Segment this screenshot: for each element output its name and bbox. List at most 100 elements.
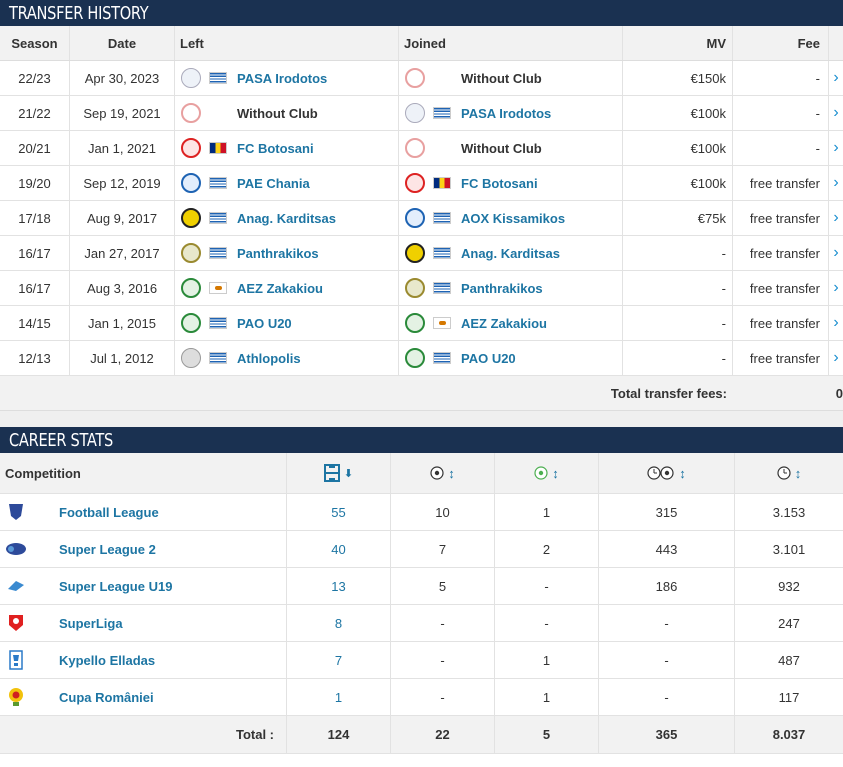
career-stats-row: Cupa României 1 - 1 - 117 [0,679,843,716]
club-crest-icon[interactable] [405,243,425,263]
joined-club-cell: FC Botosani [399,166,623,200]
assists-cell: - [495,568,599,604]
competition-link[interactable]: Cupa României [59,689,154,705]
mv-cell: €150k [623,61,733,95]
joined-club-link[interactable]: AEZ Zakakiou [461,315,547,331]
chevron-right-icon[interactable]: › [833,69,839,86]
joined-club-link[interactable]: FC Botosani [461,175,538,191]
left-club-link[interactable]: Panthrakikos [237,245,319,261]
appearances-header[interactable]: ⬇ [287,453,391,493]
competition-link[interactable]: Super League U19 [59,578,173,594]
date-cell: Jul 1, 2012 [70,341,175,375]
mv-cell: - [623,341,733,375]
chevron-right-icon[interactable]: › [833,209,839,226]
without-club-icon[interactable] [405,138,425,158]
club-crest-icon[interactable] [181,243,201,263]
apps-cell[interactable]: 8 [287,605,391,641]
joined-club-link[interactable]: PASA Irodotos [461,105,552,121]
super-league-2-icon [5,539,27,559]
fee-cell: free transfer [733,341,829,375]
date-cell: Jan 1, 2021 [70,131,175,165]
goals-header[interactable]: ↕ [391,453,495,493]
left-club-link[interactable]: Anag. Karditsas [237,210,336,226]
transfer-row[interactable]: 16/17 Aug 3, 2016 AEZ Zakakiou Panthraki… [0,271,843,306]
transfer-row[interactable]: 14/15 Jan 1, 2015 PAO U20 AEZ Zakakiou -… [0,306,843,341]
season-cell: 19/20 [0,166,70,200]
transfer-row[interactable]: 12/13 Jul 1, 2012 Athlopolis PAO U20 - f… [0,341,843,376]
transfer-row[interactable]: 22/23 Apr 30, 2023 PASA Irodotos Without… [0,61,843,96]
without-club-icon[interactable] [405,68,425,88]
transfer-row[interactable]: 17/18 Aug 9, 2017 Anag. Karditsas AOX Ki… [0,201,843,236]
joined-club-link[interactable]: Anag. Karditsas [461,245,560,261]
left-header: Left [175,26,399,60]
club-crest-icon[interactable] [181,313,201,333]
club-crest-icon[interactable] [405,348,425,368]
chevron-right-icon[interactable]: › [833,139,839,156]
career-stats-row: Football League 55 10 1 315 3.153 [0,494,843,531]
club-crest-icon[interactable] [181,278,201,298]
club-crest-icon[interactable] [405,103,425,123]
fee-cell: free transfer [733,271,829,305]
club-crest-icon[interactable] [405,278,425,298]
goals-cell: 7 [391,531,495,567]
joined-club-cell: Without Club [399,131,623,165]
apps-cell[interactable]: 55 [287,494,391,530]
chevron-right-icon[interactable]: › [833,104,839,121]
club-crest-icon[interactable] [405,313,425,333]
apps-cell[interactable]: 1 [287,679,391,715]
club-crest-icon[interactable] [405,208,425,228]
mv-header: MV [623,26,733,60]
left-club-link[interactable]: Athlopolis [237,350,301,366]
career-stats-title: CAREER STATS [9,429,113,451]
club-crest-icon[interactable] [181,173,201,193]
chevron-right-icon[interactable]: › [833,314,839,331]
transfer-row[interactable]: 19/20 Sep 12, 2019 PAE Chania FC Botosan… [0,166,843,201]
apps-cell[interactable]: 13 [287,568,391,604]
superliga-icon [5,613,27,633]
joined-club-link[interactable]: Without Club [461,140,542,156]
club-crest-icon[interactable] [181,348,201,368]
chevron-right-icon[interactable]: › [833,174,839,191]
minutes-per-goal-header[interactable]: ↕ [599,453,735,493]
club-crest-icon[interactable] [405,173,425,193]
joined-club-link[interactable]: Without Club [461,70,542,86]
joined-club-link[interactable]: PAO U20 [461,350,516,366]
transfer-row[interactable]: 16/17 Jan 27, 2017 Panthrakikos Anag. Ka… [0,236,843,271]
joined-header: Joined [399,26,623,60]
mv-cell: €100k [623,131,733,165]
career-stats-header: CAREER STATS [0,427,843,453]
left-club-link[interactable]: FC Botosani [237,140,314,156]
apps-cell[interactable]: 7 [287,642,391,678]
greece-flag-icon [433,282,451,294]
competition-link[interactable]: SuperLiga [59,615,123,631]
without-club-icon[interactable] [181,103,201,123]
chevron-right-icon[interactable]: › [833,244,839,261]
apps-cell[interactable]: 40 [287,531,391,567]
minutes-cell: 932 [778,578,800,594]
minutes-header[interactable]: ↕ [735,453,843,493]
season-cell: 21/22 [0,96,70,130]
transfer-row[interactable]: 21/22 Sep 19, 2021 Without Club PASA Iro… [0,96,843,131]
assists-header[interactable]: ↕ [495,453,599,493]
club-crest-icon[interactable] [181,138,201,158]
left-club-link[interactable]: PASA Irodotos [237,70,328,86]
chevron-right-icon[interactable]: › [833,349,839,366]
left-club-link[interactable]: PAE Chania [237,175,310,191]
transfer-row[interactable]: 20/21 Jan 1, 2021 FC Botosani Without Cl… [0,131,843,166]
competition-link[interactable]: Super League 2 [59,541,156,557]
club-crest-icon[interactable] [181,68,201,88]
joined-club-link[interactable]: Panthrakikos [461,280,543,296]
joined-club-cell: PASA Irodotos [399,96,623,130]
left-club-link[interactable]: AEZ Zakakiou [237,280,323,296]
greece-flag-icon [209,177,227,189]
left-club-link[interactable]: Without Club [237,105,318,121]
competition-link[interactable]: Kypello Elladas [59,652,156,668]
joined-club-link[interactable]: AOX Kissamikos [461,210,566,226]
club-crest-icon[interactable] [181,208,201,228]
goals-cell: - [391,605,495,641]
date-cell: Apr 30, 2023 [70,61,175,95]
competition-link[interactable]: Football League [59,504,159,520]
cyprus-flag-icon [209,282,227,294]
chevron-right-icon[interactable]: › [833,279,839,296]
left-club-link[interactable]: PAO U20 [237,315,292,331]
